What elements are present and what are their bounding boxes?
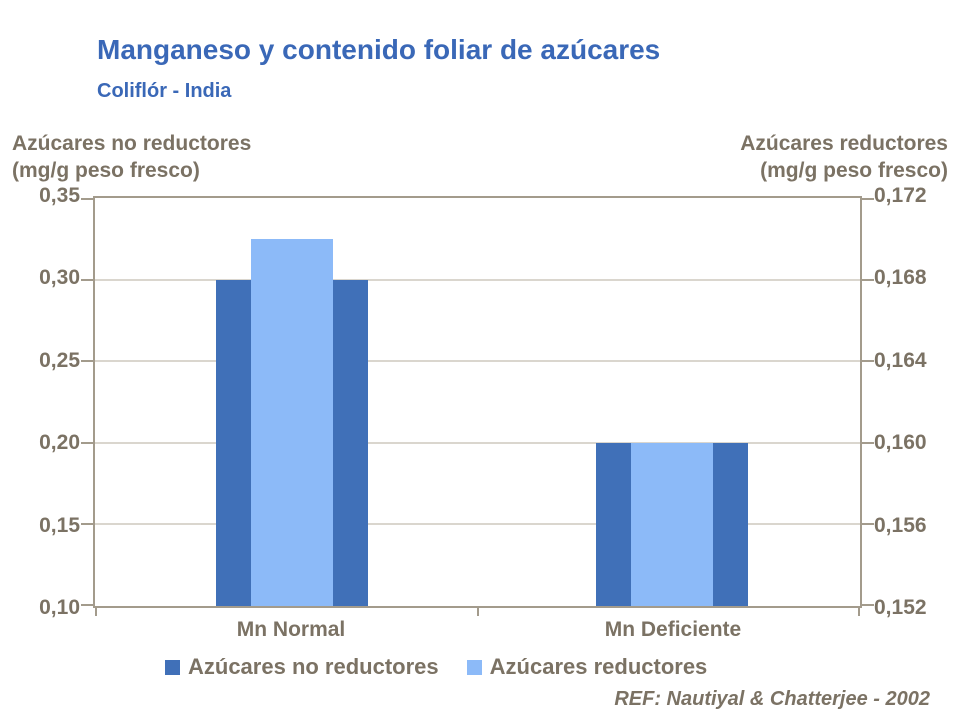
x-axis-category-label: Mn Normal (236, 618, 346, 641)
y-axis-tick-label: 0,35 (39, 184, 80, 207)
bar-reductores-0 (251, 238, 333, 606)
right-axis-tickmark (862, 441, 874, 444)
y2-axis-tick-label: 0,156 (874, 513, 927, 537)
gridline (95, 523, 860, 526)
gridline (95, 278, 860, 281)
left-axis-tickmark (81, 278, 93, 281)
right-axis-ticks: 0,172 0,168 0,164 0,160 0,156 0,152 (874, 184, 960, 619)
y-axis-tick-label: 0,20 (39, 431, 80, 455)
bar-reductores-1 (631, 442, 713, 606)
right-axis-tickmark (862, 523, 874, 526)
left-axis-title: Azúcares no reductores (mg/g peso fresco… (12, 132, 252, 182)
y-axis-tick-label: 0,15 (39, 513, 80, 537)
legend-label: Azúcares reductores (489, 654, 708, 679)
y-axis-tick-label: 0,25 (39, 348, 80, 372)
chart-legend: Azúcares no reductores Azúcares reductore… (165, 652, 805, 682)
left-axis-tickmark (81, 360, 93, 363)
left-axis-tickmark (81, 441, 93, 444)
x-axis-category-labels: Mn Normal Mn Deficiente (93, 618, 862, 646)
y2-axis-tick-label: 0,152 (874, 596, 927, 619)
x-axis-tickmark (476, 608, 479, 616)
plot-area (81, 196, 874, 616)
y2-axis-tick-label: 0,172 (874, 184, 927, 207)
y-axis-tick-label: 0,10 (39, 596, 80, 619)
legend-label: Azúcares no reductores (188, 654, 439, 679)
page-subtitle: Coliflór - India (97, 80, 232, 102)
gridline (95, 360, 860, 363)
x-axis-category-label: Mn Deficiente (604, 618, 742, 641)
gridline (95, 441, 860, 444)
y2-axis-tick-label: 0,160 (874, 431, 927, 455)
legend-marker-square (165, 659, 180, 675)
y-axis-tick-label: 0,30 (39, 266, 80, 290)
legend-entry: Azúcares no reductores (165, 654, 439, 680)
right-axis-title: Azúcares reductores (mg/g peso fresco) (740, 132, 948, 182)
left-axis-ticks: 0,35 0,30 0,25 0,20 0,15 0,10 (4, 184, 80, 619)
right-axis-tickmark (862, 278, 874, 281)
legend-entry: Azúcares reductores (466, 654, 708, 680)
x-axis-tickmark (95, 608, 97, 616)
y2-axis-tick-label: 0,164 (874, 348, 927, 372)
x-axis-tickmark (858, 608, 860, 616)
y2-axis-tick-label: 0,168 (874, 266, 927, 290)
right-axis-tickmark (862, 604, 874, 606)
reference-text: REF: Nautiyal & Chatterjee - 2002 (614, 688, 930, 710)
right-axis-tickmark (862, 198, 874, 200)
left-axis-tickmark (81, 198, 93, 200)
legend-marker-square (466, 659, 482, 675)
left-axis-tickmark (81, 604, 93, 606)
left-axis-tickmark (81, 523, 93, 526)
right-axis-tickmark (862, 360, 874, 363)
page-title: Manganeso y contenido foliar de azúcares (97, 34, 661, 65)
